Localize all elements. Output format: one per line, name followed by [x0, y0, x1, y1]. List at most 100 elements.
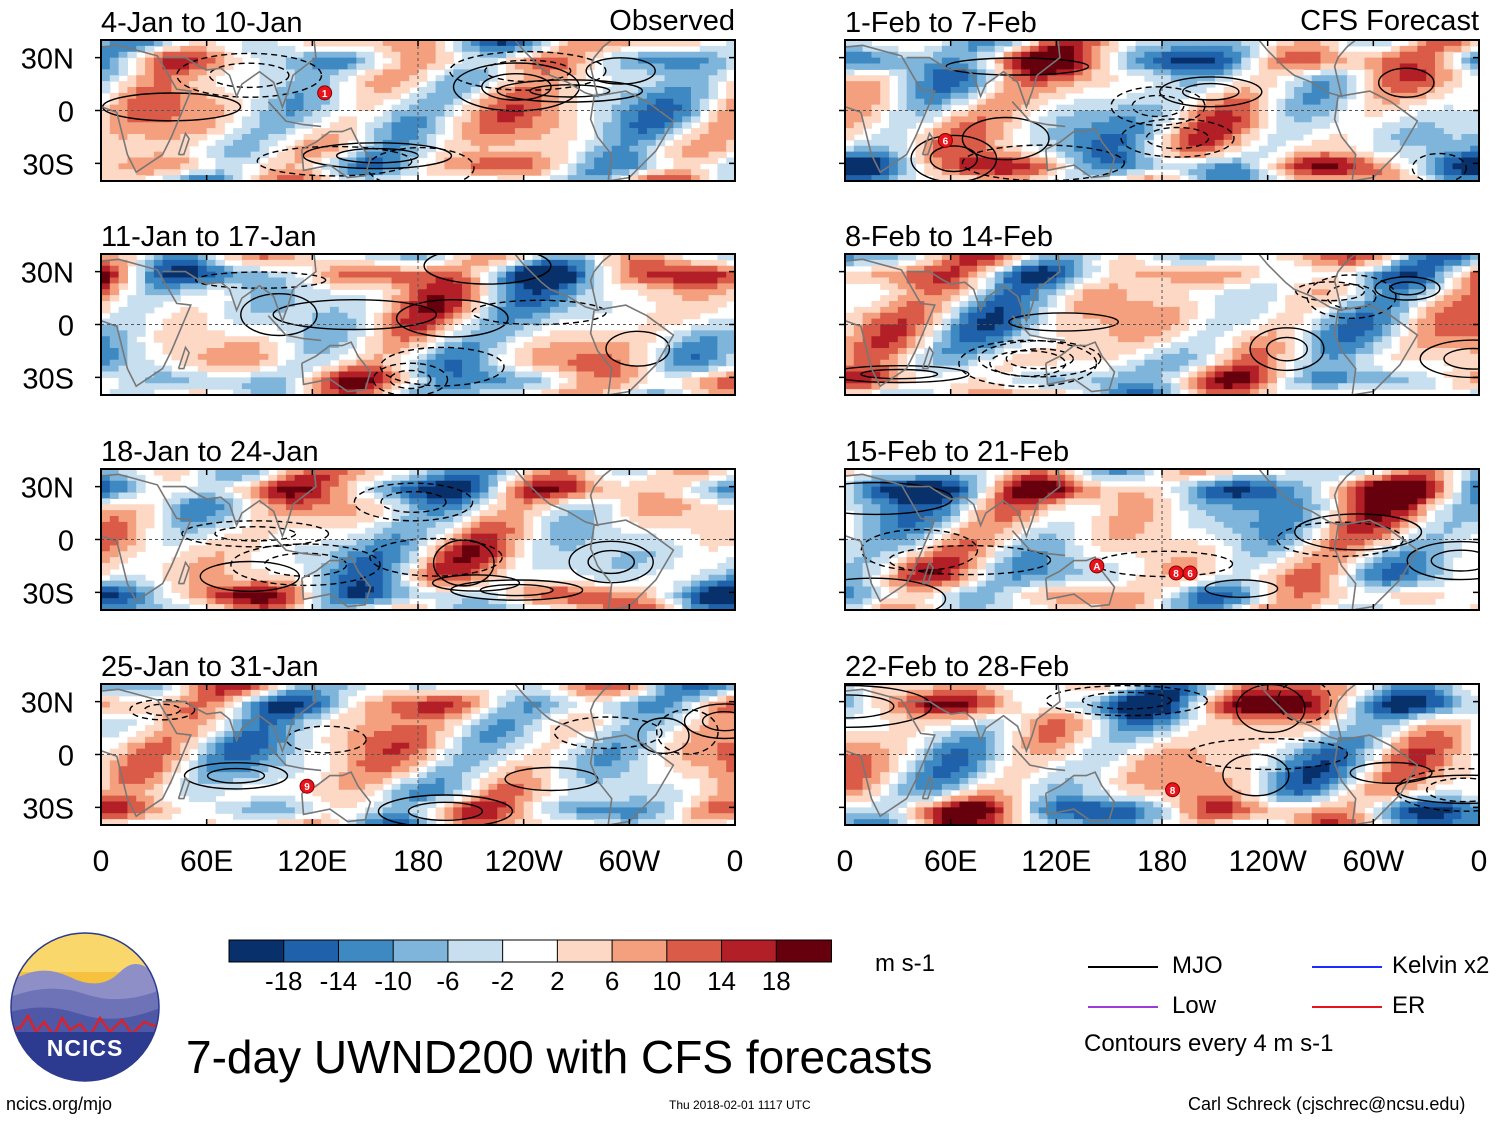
wind-cell — [514, 486, 525, 494]
wind-cell — [426, 707, 437, 714]
wind-cell — [189, 306, 199, 314]
wind-cell — [594, 301, 604, 308]
wind-cell — [277, 75, 287, 82]
wind-cell — [189, 157, 199, 164]
wind-cell — [708, 295, 718, 302]
wind-cell — [171, 271, 181, 279]
wind-cell — [550, 353, 560, 361]
wind-cell — [189, 92, 199, 100]
wind-cell — [682, 516, 692, 523]
wind-cell — [312, 265, 322, 273]
wind-cell — [233, 551, 243, 558]
wind-cell — [620, 689, 630, 697]
y-tick-label: 0 — [58, 526, 74, 558]
wind-cell — [400, 128, 410, 135]
wind-cell — [101, 516, 111, 523]
wind-cell — [180, 104, 190, 112]
wind-cell — [690, 81, 701, 88]
wind-cell — [109, 695, 120, 703]
wind-cell — [418, 63, 428, 70]
wind-cell — [285, 383, 296, 390]
wind-cell — [690, 289, 701, 296]
wind-cell — [558, 492, 569, 499]
wind-cell — [321, 684, 331, 691]
wind-cell — [356, 469, 366, 476]
wind-cell — [523, 707, 534, 714]
wind-cell — [646, 713, 657, 720]
wind-cell — [162, 510, 173, 517]
wind-cell — [109, 492, 120, 499]
wind-cell — [708, 480, 718, 488]
wind-cell — [629, 486, 639, 494]
wind-cell — [136, 604, 146, 610]
wind-cell — [118, 254, 129, 261]
wind-cell — [382, 157, 393, 164]
wind-cell — [594, 265, 604, 273]
wind-cell — [285, 707, 296, 714]
wind-cell — [329, 306, 340, 314]
wind-cell — [602, 259, 613, 267]
wind-cell — [241, 348, 252, 355]
wind-cell — [638, 713, 648, 720]
wind-cell — [153, 98, 164, 106]
wind-cell — [594, 169, 604, 176]
wind-cell — [259, 75, 269, 82]
wind-cell — [470, 163, 481, 170]
wind-cell — [321, 707, 331, 714]
wind-cell — [277, 689, 287, 697]
wind-cell — [206, 586, 217, 593]
wind-cell — [567, 469, 578, 476]
wind-cell — [506, 486, 516, 494]
wind-cell — [197, 707, 208, 714]
wind-cell — [109, 521, 120, 529]
wind-cell — [259, 306, 269, 314]
wind-cell — [338, 359, 349, 367]
wind-cell — [602, 707, 613, 714]
wind-cell — [426, 557, 437, 564]
wind-cell — [180, 110, 190, 117]
wind-cell — [153, 163, 164, 170]
wind-cell — [127, 504, 137, 511]
wind-cell — [488, 551, 498, 558]
wind-cell — [303, 175, 313, 181]
wind-cell — [118, 580, 129, 588]
wind-cell — [453, 87, 463, 94]
wind-cell — [259, 580, 269, 588]
wind-cell — [506, 557, 516, 564]
wind-cell — [321, 563, 331, 570]
wind-cell — [646, 719, 657, 726]
wind-cell — [470, 474, 481, 482]
wind-cell — [444, 348, 454, 355]
wind-cell — [497, 469, 507, 476]
wind-cell — [532, 259, 542, 267]
wind-cell — [171, 163, 181, 170]
wind-cell — [726, 480, 735, 488]
wind-cell — [224, 469, 234, 476]
wind-cell — [409, 104, 419, 112]
wind-cell — [550, 306, 560, 314]
wind-cell — [268, 139, 278, 147]
wind-cell — [418, 75, 428, 82]
wind-cell — [532, 492, 542, 499]
wind-cell — [620, 151, 630, 159]
wind-cell — [171, 533, 181, 541]
wind-cell — [145, 139, 155, 147]
wind-cell — [690, 330, 701, 337]
wind-cell — [259, 719, 269, 726]
wind-cell — [338, 516, 349, 523]
wind-cell — [699, 568, 710, 576]
wind-cell — [576, 527, 586, 535]
wind-cell — [558, 527, 569, 535]
wind-cell — [506, 151, 516, 159]
y-tick-label: 30N — [21, 258, 74, 290]
wind-cell — [277, 324, 287, 331]
wind-cell — [312, 474, 322, 482]
wind-cell — [497, 389, 507, 395]
wind-cell — [646, 336, 657, 343]
wind-cell — [462, 295, 472, 302]
wind-cell — [391, 151, 401, 159]
wind-cell — [382, 563, 393, 570]
wind-cell — [329, 707, 340, 714]
wind-cell — [153, 87, 164, 94]
wind-cell — [585, 271, 595, 279]
